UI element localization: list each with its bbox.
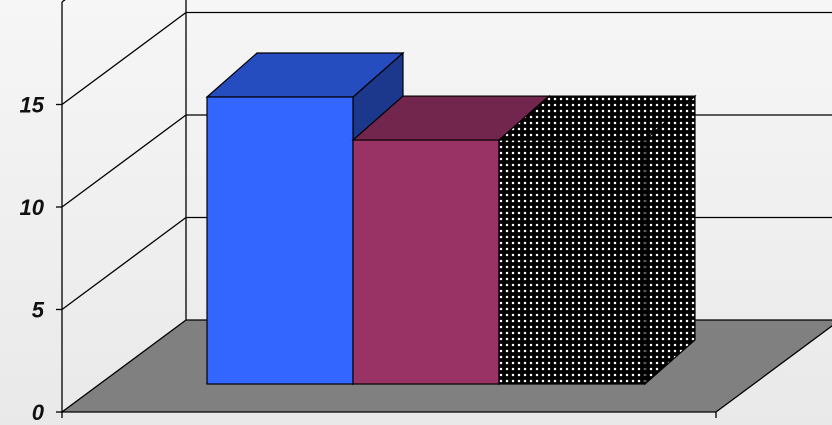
y-tick-label: 15 [20,93,45,118]
gridline-side [61,216,187,311]
bar-front-face [352,139,500,385]
y-tick-label: 5 [32,298,45,323]
y-tick-label: 10 [20,195,45,220]
chart-bars [205,51,697,386]
y-axis-ticks: 0 5 10 15 [20,93,62,425]
gridline-side [61,11,187,106]
bar-side-face [644,94,696,386]
y-tick-label: 0 [32,400,45,425]
bar-3 [497,94,697,386]
bar-front-face [498,139,646,385]
gridline-side [61,114,187,208]
bar-front-face [206,96,354,385]
side-wall-top [61,0,66,3]
